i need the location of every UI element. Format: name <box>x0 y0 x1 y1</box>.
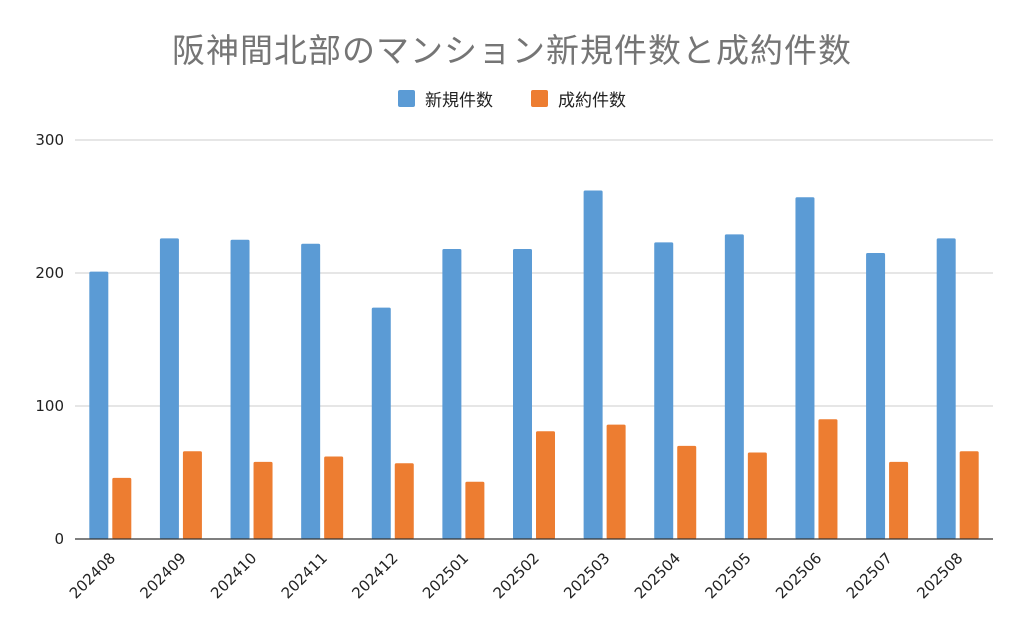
y-tick-label: 100 <box>35 397 64 415</box>
x-tick-label: 202508 <box>913 549 966 602</box>
legend: 新規件数 成約件数 <box>0 86 1024 111</box>
legend-label-closed-deals: 成約件数 <box>558 91 626 111</box>
bar-closed-deals <box>182 451 202 539</box>
chart-title: 阪神間北部のマンション新規件数と成約件数 <box>172 31 852 70</box>
bar-closed-deals <box>818 419 838 539</box>
bar-closed-deals <box>394 463 414 539</box>
bar-closed-deals <box>677 445 697 539</box>
legend-swatch-new-listings <box>398 90 415 107</box>
y-tick-label: 300 <box>35 131 64 149</box>
bar-new-listings <box>936 238 956 540</box>
bar-closed-deals <box>959 451 979 539</box>
bar-new-listings <box>654 242 674 539</box>
bar-new-listings <box>301 243 321 540</box>
x-tick-label: 202507 <box>843 549 896 602</box>
bar-new-listings <box>513 249 532 539</box>
x-tick-label: 202506 <box>772 549 825 602</box>
x-tick-label: 202505 <box>701 549 754 602</box>
bar-new-listings <box>866 253 886 540</box>
bar-closed-deals <box>606 424 626 539</box>
bar-new-listings <box>371 307 391 539</box>
legend-swatch-closed-deals <box>531 90 548 107</box>
bar-closed-deals <box>253 461 273 539</box>
bar-closed-deals <box>536 431 555 539</box>
bar-closed-deals <box>889 461 909 539</box>
x-tick-label: 202502 <box>490 549 543 602</box>
bar-new-listings <box>795 197 815 539</box>
bar-new-listings <box>159 238 179 540</box>
x-tick-label: 202503 <box>560 549 613 602</box>
x-tick-label: 202501 <box>419 549 472 602</box>
bar-new-listings <box>89 271 109 539</box>
x-tick-label: 202409 <box>137 549 190 602</box>
bar-closed-deals <box>324 456 344 539</box>
y-tick-label: 200 <box>35 264 64 282</box>
y-tick-label: 0 <box>54 530 64 548</box>
x-tick-label: 202412 <box>348 549 401 602</box>
x-tick-label: 202411 <box>278 549 331 602</box>
bar-new-listings <box>724 234 744 539</box>
legend-item-new-listings: 新規件数 <box>398 86 493 111</box>
bar-new-listings <box>442 249 462 539</box>
bar-closed-deals <box>112 477 132 539</box>
x-tick-label: 202410 <box>207 549 260 602</box>
bar-closed-deals <box>747 452 767 539</box>
x-tick-label: 202408 <box>66 549 119 602</box>
bar-new-listings <box>230 239 250 539</box>
legend-item-closed-deals: 成約件数 <box>531 86 626 111</box>
legend-label-new-listings: 新規件数 <box>425 91 493 111</box>
bar-new-listings <box>583 190 603 540</box>
x-tick-label: 202504 <box>631 549 684 602</box>
bar-closed-deals <box>465 481 485 539</box>
